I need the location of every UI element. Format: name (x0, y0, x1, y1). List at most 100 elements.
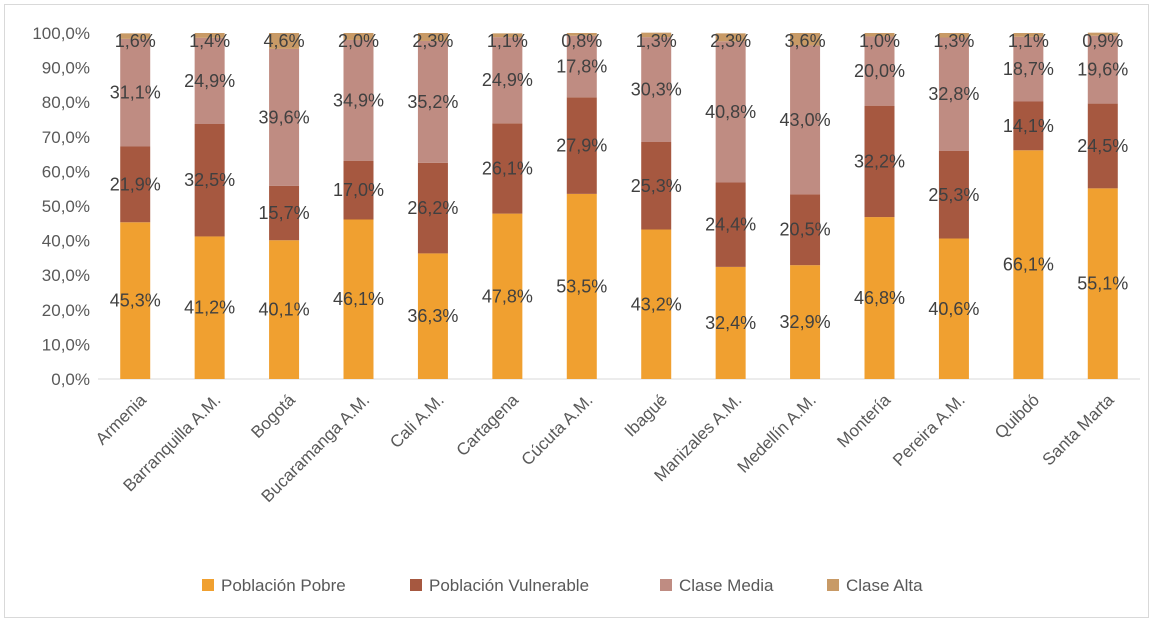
data-label: 3,6% (785, 31, 826, 51)
y-tick-label: 50,0% (42, 197, 90, 216)
data-label: 32,9% (780, 312, 831, 332)
x-tick-label: Quibdó (991, 390, 1043, 442)
x-tick-label: Cúcuta A.M. (518, 390, 597, 469)
bar-segment-clase-media (417, 40, 448, 163)
data-label: 40,8% (705, 102, 756, 122)
bar-segment-clase-media (938, 37, 969, 151)
legend-label: Clase Alta (846, 576, 923, 595)
data-label: 2,3% (710, 31, 751, 51)
legend-label: Población Pobre (221, 576, 346, 595)
data-label: 35,2% (407, 92, 458, 112)
legend-swatch (410, 579, 422, 591)
bar-segment-poblaci-n-vulnerable (1013, 101, 1044, 151)
legend: Población Pobre Población Vulnerable Clase… (202, 576, 923, 595)
data-label: 34,9% (333, 90, 384, 110)
bar-segment-poblaci-n-vulnerable (343, 160, 374, 220)
data-label: 30,3% (631, 80, 682, 100)
data-label: 46,1% (333, 289, 384, 309)
data-label: 31,1% (110, 83, 161, 103)
data-label: 41,2% (184, 298, 235, 318)
data-label: 20,5% (780, 220, 831, 240)
data-label: 40,6% (928, 299, 979, 319)
data-label: 14,1% (1003, 116, 1054, 136)
data-label: 32,2% (854, 151, 905, 171)
bar-segment-clase-media (120, 38, 151, 147)
data-label: 18,7% (1003, 59, 1054, 79)
bar-segment-clase-media (715, 41, 746, 183)
bar-segment-clase-alta (120, 33, 151, 39)
data-label: 1,4% (189, 31, 230, 51)
data-label: 19,6% (1077, 60, 1128, 80)
data-label: 55,1% (1077, 274, 1128, 294)
data-label: 15,7% (259, 203, 310, 223)
data-label: 4,6% (264, 31, 305, 51)
bar-segment-clase-alta (194, 33, 225, 38)
data-label: 1,3% (636, 31, 677, 51)
data-label: 66,1% (1003, 255, 1054, 275)
bar-segment-clase-media (194, 37, 225, 124)
bar-segment-clase-media (790, 45, 821, 195)
data-label: 1,3% (933, 31, 974, 51)
data-label: 1,1% (1008, 31, 1049, 51)
bar-segment-clase-media (269, 48, 300, 186)
data-label: 32,8% (928, 84, 979, 104)
y-tick-label: 10,0% (42, 335, 90, 354)
x-tick-label: Santa Marta (1039, 390, 1118, 469)
bar-segment-poblaci-n-pobre (1087, 188, 1118, 379)
data-labels: 45,3% 21,9% 31,1% 1,6% 41,2% 32,5% 24,9% 1,4% 40… (110, 31, 1129, 333)
bar-segment-poblaci-n-vulnerable (120, 146, 151, 223)
bar-segment-poblaci-n-vulnerable (566, 97, 597, 194)
data-label: 20,0% (854, 61, 905, 81)
data-label: 1,0% (859, 31, 900, 51)
bars (120, 32, 1118, 379)
bar-segment-clase-alta (1087, 32, 1118, 36)
data-label: 36,3% (407, 306, 458, 326)
data-label: 43,2% (631, 294, 682, 314)
data-label: 17,0% (333, 180, 384, 200)
bar-segment-clase-media (641, 37, 672, 142)
data-label: 21,9% (110, 174, 161, 194)
bar-segment-poblaci-n-pobre (566, 193, 597, 379)
bar-segment-poblaci-n-vulnerable (864, 105, 895, 218)
data-label: 1,1% (487, 31, 528, 51)
y-tick-label: 70,0% (42, 128, 90, 147)
data-label: 47,8% (482, 286, 533, 306)
bar-segment-poblaci-n-pobre (715, 266, 746, 379)
data-label: 45,3% (110, 291, 161, 311)
bar-segment-clase-alta (938, 33, 969, 38)
bar-segment-clase-alta (417, 33, 448, 41)
legend-swatch (202, 579, 214, 591)
bar-segment-clase-alta (343, 33, 374, 40)
bar-segment-poblaci-n-vulnerable (417, 162, 448, 254)
bar-segment-clase-alta (864, 33, 895, 37)
bar-segment-clase-alta (790, 33, 821, 46)
x-tick-label: Armenia (92, 390, 151, 449)
data-label: 53,5% (556, 276, 607, 296)
x-tick-label: Pereira A.M. (889, 390, 969, 470)
bar-segment-poblaci-n-pobre (269, 240, 300, 379)
y-tick-label: 60,0% (42, 162, 90, 181)
bar-segment-clase-alta (492, 33, 523, 38)
legend-swatch (660, 579, 672, 591)
bar-segment-clase-media (343, 39, 374, 161)
x-tick-label: Bogotá (247, 390, 299, 442)
x-tick-label: Cartagena (453, 390, 523, 460)
bar-segment-clase-media (1013, 36, 1044, 102)
y-tick-label: 40,0% (42, 232, 90, 251)
data-label: 24,4% (705, 215, 756, 235)
data-label: 26,1% (482, 158, 533, 178)
x-tick-label: Ibagué (621, 390, 671, 440)
legend-swatch (827, 579, 839, 591)
data-label: 43,0% (780, 110, 831, 130)
data-label: 0,8% (561, 31, 602, 51)
bar-segment-poblaci-n-pobre (343, 219, 374, 379)
data-label: 32,4% (705, 313, 756, 333)
bar-segment-poblaci-n-pobre (120, 222, 151, 379)
bar-segment-poblaci-n-pobre (492, 213, 523, 379)
bar-segment-clase-alta (566, 33, 597, 36)
bar-segment-poblaci-n-vulnerable (1087, 103, 1118, 189)
data-label: 24,5% (1077, 136, 1128, 156)
data-label: 2,0% (338, 31, 379, 51)
bar-segment-poblaci-n-pobre (1013, 150, 1044, 379)
x-tick-label: Medellín A.M. (734, 390, 820, 476)
